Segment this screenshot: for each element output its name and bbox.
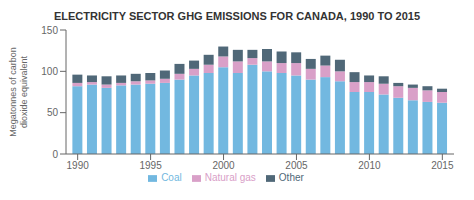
svg-text:0: 0 (52, 149, 58, 160)
svg-text:1990: 1990 (67, 160, 90, 171)
svg-text:2015: 2015 (431, 160, 454, 171)
html-text:Coal: Coal (161, 172, 182, 183)
svg-text:2010: 2010 (358, 160, 381, 171)
svg-text:2000: 2000 (212, 160, 235, 171)
svg-text:150: 150 (41, 25, 58, 36)
svg-text:Megatonnes of carbondioxide eq: Megatonnes of carbondioxide equivalent (8, 47, 29, 137)
svg-text:2005: 2005 (285, 160, 308, 171)
html-text:Other: Other (278, 172, 304, 183)
html-text:Natural gas: Natural gas (204, 172, 256, 183)
html-text:ELECTRICITY SECTOR GHG EMISSIO: ELECTRICITY SECTOR GHG EMISSIONS FOR CAN… (53, 10, 421, 22)
svg-text:1995: 1995 (139, 160, 162, 171)
svg-text:100: 100 (41, 66, 58, 77)
svg-text:50: 50 (47, 107, 59, 118)
